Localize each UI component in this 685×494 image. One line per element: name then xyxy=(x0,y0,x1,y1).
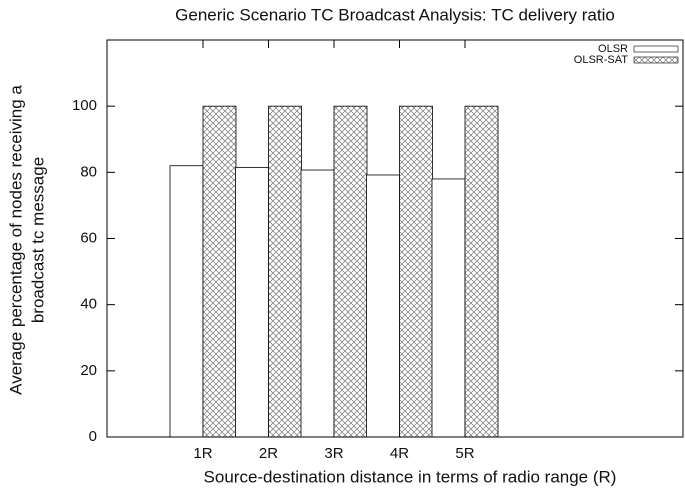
y-tick-label: 0 xyxy=(89,428,97,445)
y-axis-label: Average percentage of nodes receiving a xyxy=(6,85,25,395)
bar xyxy=(169,165,204,438)
x-tick-label: 3R xyxy=(324,445,343,462)
bar xyxy=(268,105,302,438)
y-tick-label: 100 xyxy=(72,97,97,114)
x-tick-label: 5R xyxy=(455,445,474,462)
y-tick-label: 60 xyxy=(80,229,97,246)
bar xyxy=(431,178,466,438)
legend-swatch xyxy=(633,45,679,53)
bar xyxy=(300,169,335,438)
x-tick-label: 2R xyxy=(259,445,278,462)
x-tick-label: 1R xyxy=(193,445,212,462)
bar xyxy=(235,166,269,438)
x-tick-label: 4R xyxy=(390,445,409,462)
bar xyxy=(366,174,400,438)
legend-label: OLSR xyxy=(598,43,628,55)
y-tick-label: 20 xyxy=(80,362,97,379)
bar xyxy=(202,105,237,438)
chart-title: Generic Scenario TC Broadcast Analysis: … xyxy=(175,5,615,24)
bar xyxy=(399,105,433,438)
legend-swatch xyxy=(633,56,679,64)
x-axis-label: Source-destination distance in terms of … xyxy=(204,467,617,486)
legend-label: OLSR-SAT xyxy=(574,54,628,66)
bar xyxy=(464,105,499,438)
plot-frame xyxy=(106,39,684,438)
y-axis-label: broadcast tc message xyxy=(28,157,47,323)
y-tick-label: 40 xyxy=(80,296,97,313)
bar xyxy=(333,105,368,438)
y-tick-label: 80 xyxy=(80,163,97,180)
